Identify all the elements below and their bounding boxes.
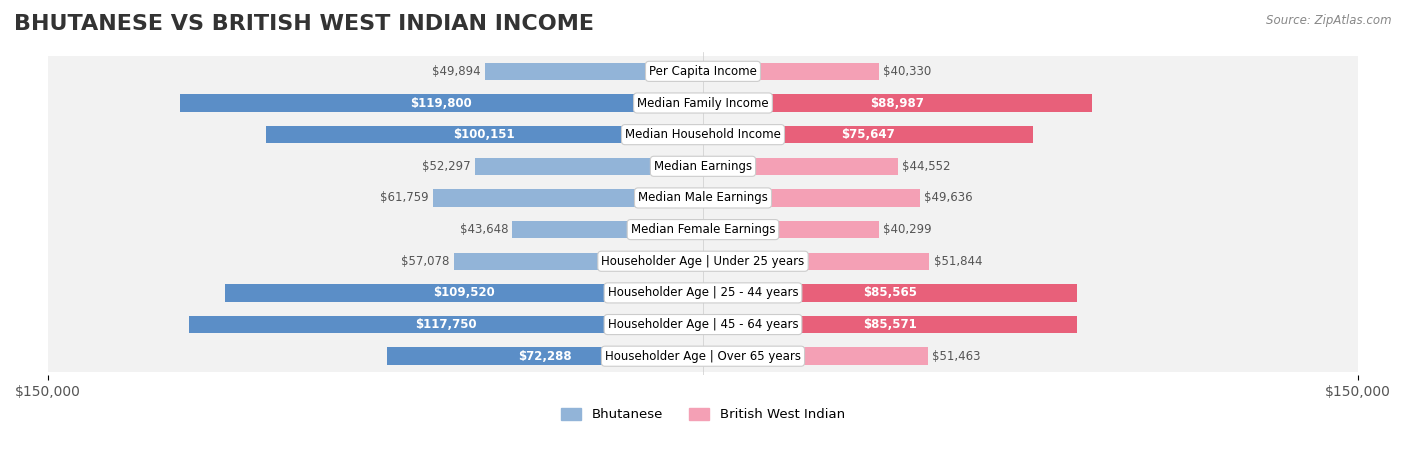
Text: Householder Age | 25 - 44 years: Householder Age | 25 - 44 years: [607, 286, 799, 299]
Text: Householder Age | Over 65 years: Householder Age | Over 65 years: [605, 350, 801, 363]
Text: $51,463: $51,463: [932, 350, 980, 363]
Bar: [48, 340, 1358, 372]
Text: $40,330: $40,330: [883, 65, 932, 78]
Legend: Bhutanese, British West Indian: Bhutanese, British West Indian: [555, 403, 851, 427]
Bar: [48, 182, 1358, 214]
Bar: [703, 94, 1091, 112]
Bar: [180, 94, 703, 112]
Bar: [48, 277, 1358, 309]
Text: $43,648: $43,648: [460, 223, 508, 236]
Text: Median Male Earnings: Median Male Earnings: [638, 191, 768, 205]
Bar: [48, 56, 1358, 87]
Bar: [387, 347, 703, 365]
Bar: [225, 284, 703, 302]
Text: $119,800: $119,800: [411, 97, 472, 109]
Text: $44,552: $44,552: [901, 160, 950, 173]
Bar: [512, 221, 703, 238]
Bar: [188, 316, 703, 333]
Text: $49,894: $49,894: [432, 65, 481, 78]
Text: $51,844: $51,844: [934, 255, 983, 268]
Bar: [48, 309, 1358, 340]
Text: $100,151: $100,151: [454, 128, 515, 141]
Bar: [48, 87, 1358, 119]
Text: Householder Age | Under 25 years: Householder Age | Under 25 years: [602, 255, 804, 268]
Bar: [703, 157, 897, 175]
Bar: [266, 126, 703, 143]
Bar: [703, 284, 1077, 302]
Bar: [703, 253, 929, 270]
Text: Median Family Income: Median Family Income: [637, 97, 769, 109]
Text: $85,571: $85,571: [863, 318, 917, 331]
Text: $75,647: $75,647: [841, 128, 896, 141]
Bar: [703, 221, 879, 238]
Text: Median Household Income: Median Household Income: [626, 128, 780, 141]
Bar: [48, 150, 1358, 182]
Text: $88,987: $88,987: [870, 97, 924, 109]
Text: BHUTANESE VS BRITISH WEST INDIAN INCOME: BHUTANESE VS BRITISH WEST INDIAN INCOME: [14, 14, 595, 34]
Text: Source: ZipAtlas.com: Source: ZipAtlas.com: [1267, 14, 1392, 27]
Bar: [703, 316, 1077, 333]
Text: $85,565: $85,565: [863, 286, 917, 299]
Bar: [703, 189, 920, 207]
Text: Per Capita Income: Per Capita Income: [650, 65, 756, 78]
Bar: [48, 119, 1358, 150]
Text: $109,520: $109,520: [433, 286, 495, 299]
Text: Median Female Earnings: Median Female Earnings: [631, 223, 775, 236]
Bar: [703, 126, 1033, 143]
Text: $49,636: $49,636: [924, 191, 973, 205]
Text: $57,078: $57,078: [401, 255, 450, 268]
Text: $117,750: $117,750: [415, 318, 477, 331]
Text: $40,299: $40,299: [883, 223, 932, 236]
Bar: [454, 253, 703, 270]
Text: $52,297: $52,297: [422, 160, 470, 173]
Bar: [48, 214, 1358, 246]
Text: Householder Age | 45 - 64 years: Householder Age | 45 - 64 years: [607, 318, 799, 331]
Text: $61,759: $61,759: [380, 191, 429, 205]
Bar: [433, 189, 703, 207]
Text: Median Earnings: Median Earnings: [654, 160, 752, 173]
Bar: [703, 63, 879, 80]
Bar: [485, 63, 703, 80]
Bar: [475, 157, 703, 175]
Text: $72,288: $72,288: [519, 350, 572, 363]
Bar: [48, 246, 1358, 277]
Bar: [703, 347, 928, 365]
